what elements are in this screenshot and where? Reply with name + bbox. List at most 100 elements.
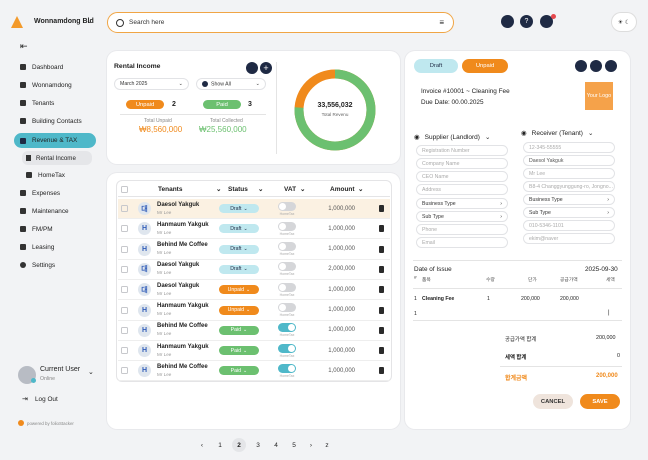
document-icon[interactable]	[379, 265, 384, 273]
sidebar-item-leasing[interactable]: Leasing	[20, 240, 54, 254]
status-pill[interactable]: Unpaid ⌄	[219, 285, 259, 295]
translate-icon[interactable]	[501, 15, 514, 28]
sidebar-item-maintenance[interactable]: Maintenance	[20, 204, 69, 218]
sidebar-item-rental-income[interactable]: Rental Income	[22, 151, 92, 165]
status-pill[interactable]: Unpaid ⌄	[219, 305, 259, 315]
vat-toggle[interactable]: HomeTax	[269, 242, 305, 256]
status-pill[interactable]: Draft ⌄	[219, 264, 259, 274]
next-page-button[interactable]: ›	[309, 441, 313, 449]
sidebar-item-dashboard[interactable]: Dashboard	[20, 60, 63, 74]
supplier-address[interactable]: Address	[416, 184, 508, 195]
eye-icon[interactable]: ◉	[521, 130, 527, 137]
receiver-ceo-name[interactable]: Mr Lee	[523, 168, 615, 179]
sidebar-item-expenses[interactable]: Expenses	[20, 186, 60, 200]
supplier-ceo-name[interactable]: CEO Name	[416, 171, 508, 182]
notification-icon[interactable]	[540, 15, 553, 28]
table-row[interactable]: 대 Daesol Yakguk Mr Lee Unpaid ⌄ HomeTax 1,000,…	[118, 280, 390, 301]
page-2-current[interactable]: 2	[232, 438, 246, 452]
save-button[interactable]: SAVE	[580, 394, 620, 409]
tenant-name[interactable]: Daesol Yakguk Mr Lee	[157, 262, 219, 276]
row-checkbox[interactable]	[121, 367, 128, 375]
table-row[interactable]: H Hanmaum Yakguk Mr Lee Unpaid ⌄ HomeTax 1,000…	[118, 301, 390, 321]
toggle-switch[interactable]	[278, 262, 296, 272]
supplier-sub-type[interactable]: Sub Type ›	[416, 211, 508, 222]
vat-toggle[interactable]: HomeTax	[269, 363, 305, 378]
last-page-button[interactable]: z	[325, 441, 329, 449]
document-icon[interactable]	[379, 306, 384, 314]
header-status-sort-icon[interactable]: ⌄	[258, 186, 264, 193]
tenant-name[interactable]: Hanmaum Yakguk Mr Lee	[157, 303, 219, 317]
table-row[interactable]: H Hanmaum Yakguk Mr Lee Paid ⌄ HomeTax 1,000,0…	[118, 341, 390, 362]
toggle-switch[interactable]	[278, 363, 296, 373]
document-icon[interactable]	[379, 245, 384, 253]
header-vat[interactable]: VAT	[284, 185, 297, 193]
tenant-name[interactable]: Daesol Yakguk Mr Lee	[157, 283, 219, 297]
header-status[interactable]: Status	[228, 185, 248, 193]
vat-toggle[interactable]: HomeTax	[269, 262, 305, 276]
page-3[interactable]: 3	[256, 441, 260, 449]
receiver-sub-type[interactable]: Sub Type ›	[523, 207, 615, 218]
prev-page-button[interactable]: ‹	[200, 441, 204, 449]
tenant-name[interactable]: Hanmaum Yakguk Mr Lee	[157, 344, 219, 358]
row-checkbox[interactable]	[121, 265, 128, 273]
sidebar-item-revenue-tax[interactable]: Revenue & TAX	[14, 133, 96, 148]
filter-icon[interactable]: ≡	[439, 18, 444, 27]
toggle-switch[interactable]	[278, 323, 296, 333]
row-checkbox[interactable]	[121, 326, 128, 334]
row-checkbox[interactable]	[121, 245, 128, 253]
receiver-phone[interactable]: 010-5346-1101	[523, 220, 615, 231]
user-menu-chevron-icon[interactable]: ⌄	[88, 369, 94, 376]
date-of-issue-value[interactable]: 2025-09-30	[585, 266, 618, 273]
toggle-switch[interactable]	[278, 221, 296, 231]
add-row-icon[interactable]: |	[608, 310, 610, 316]
filter-select[interactable]: Show All ⌄	[196, 78, 266, 90]
vat-toggle[interactable]: HomeTax	[269, 343, 305, 358]
edit-icon[interactable]	[590, 60, 602, 72]
supplier-company-name[interactable]: Company Name	[416, 158, 508, 169]
row-checkbox[interactable]	[121, 306, 128, 314]
theme-toggle[interactable]: ☀ ☾	[612, 13, 636, 31]
status-pill[interactable]: Draft ⌄	[219, 244, 259, 254]
tab-draft[interactable]: Draft	[414, 59, 458, 73]
document-icon[interactable]	[379, 225, 384, 233]
sidebar-item-fm-pm[interactable]: FM/PM	[20, 222, 53, 236]
status-pill[interactable]: Draft ⌄	[219, 204, 259, 213]
supplier-phone[interactable]: Phone	[416, 224, 508, 235]
edit-icon[interactable]	[246, 62, 258, 74]
row-checkbox[interactable]	[121, 347, 128, 355]
document-icon[interactable]	[379, 347, 384, 355]
table-row[interactable]: H Behind Me Coffee Mr Lee Paid ⌄ HomeTax 1,000…	[118, 361, 390, 382]
page-4[interactable]: 4	[274, 441, 278, 449]
header-amount-sort-icon[interactable]: ⌄	[358, 186, 364, 193]
chevron-down-icon[interactable]: ⌄	[587, 130, 594, 137]
row-checkbox[interactable]	[121, 205, 128, 212]
company-logo[interactable]: Your Logo	[585, 82, 613, 110]
supplier-registration-number[interactable]: Registration Number	[416, 145, 508, 156]
toggle-switch[interactable]	[278, 201, 296, 211]
tenant-name[interactable]: Behind Me Coffee Mr Lee	[157, 364, 219, 378]
status-pill[interactable]: Paid ⌄	[219, 366, 259, 376]
receiver-company-name[interactable]: Daesol Yakguk	[523, 155, 615, 166]
month-select[interactable]: March 2025 ⌄	[114, 78, 189, 90]
tenant-name[interactable]: Behind Me Coffee Mr Lee	[157, 323, 219, 337]
table-row[interactable]: H Behind Me Coffee Mr Lee Paid ⌄ HomeTax 1,000…	[118, 321, 390, 341]
tenant-name[interactable]: Behind Me Coffee Mr Lee	[157, 242, 219, 256]
document-icon[interactable]	[379, 326, 384, 334]
header-amount[interactable]: Amount	[330, 185, 355, 193]
status-pill[interactable]: Paid ⌄	[219, 346, 259, 356]
page-5[interactable]: 5	[292, 441, 296, 449]
supplier-email[interactable]: Email	[416, 237, 508, 248]
table-row[interactable]: 대 Daesol Yakguk Mr Lee Draft ⌄ HomeTax 1,000,0…	[118, 199, 390, 219]
document-icon[interactable]	[379, 286, 384, 294]
tenant-name[interactable]: Hanmaum Yakguk Mr Lee	[157, 222, 219, 236]
cancel-button[interactable]: CANCEL	[533, 394, 573, 409]
search-bar[interactable]: Search here ≡	[107, 12, 454, 33]
table-row[interactable]: H Hanmaum Yakguk Mr Lee Draft ⌄ HomeTax 1,000,…	[118, 219, 390, 240]
document-icon[interactable]	[379, 367, 384, 375]
vat-toggle[interactable]: HomeTax	[269, 303, 305, 317]
add-icon[interactable]: +	[260, 62, 272, 74]
search-input[interactable]: Search here	[129, 19, 165, 26]
sidebar-item-wonnamdong[interactable]: Wonnamdong	[20, 78, 72, 92]
status-pill[interactable]: Paid ⌄	[219, 325, 259, 335]
unpaid-badge[interactable]: Unpaid	[126, 100, 164, 109]
